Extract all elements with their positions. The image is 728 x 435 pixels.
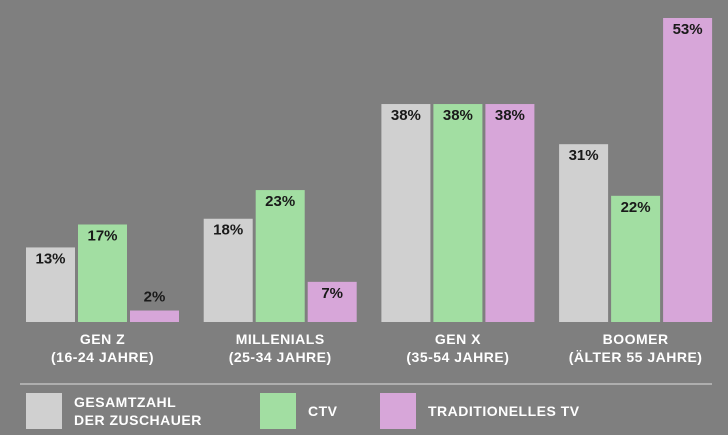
bar xyxy=(203,218,253,322)
data-label: 2% xyxy=(144,288,166,305)
x-tick-label: GEN X (35-54 JAHRE) xyxy=(406,331,510,365)
bar xyxy=(381,104,431,322)
bar xyxy=(611,195,661,322)
bar xyxy=(433,104,483,322)
bar xyxy=(26,247,75,322)
bar xyxy=(255,190,305,322)
bar xyxy=(130,310,179,322)
legend-label: TRADITIONELLES TV xyxy=(428,403,580,419)
data-label: 13% xyxy=(35,250,65,267)
legend-swatch xyxy=(380,393,416,429)
data-label: 7% xyxy=(321,285,343,302)
data-label: 17% xyxy=(87,227,117,244)
data-label: 38% xyxy=(443,107,473,124)
bar xyxy=(78,224,127,322)
legend-label: CTV xyxy=(308,403,338,419)
bar xyxy=(663,18,713,322)
data-label: 38% xyxy=(391,107,421,124)
bar xyxy=(485,104,535,322)
data-label: 38% xyxy=(495,107,525,124)
data-label: 23% xyxy=(265,193,295,210)
data-label: 53% xyxy=(673,21,703,38)
legend-label: GESAMTZAHL DER ZUSCHAUER xyxy=(74,394,202,428)
bar xyxy=(307,281,357,322)
x-tick-label: GEN Z (16-24 JAHRE) xyxy=(51,331,154,365)
legend-swatch xyxy=(260,393,296,429)
data-label: 31% xyxy=(569,147,599,164)
data-label: 18% xyxy=(213,222,243,239)
legend-swatch xyxy=(26,393,62,429)
x-tick-label: BOOMER (ÄLTER 55 JAHRE) xyxy=(568,331,703,365)
data-label: 22% xyxy=(621,199,651,216)
x-tick-label: MILLENIALS (25-34 JAHRE) xyxy=(228,331,332,365)
bar xyxy=(559,144,609,322)
